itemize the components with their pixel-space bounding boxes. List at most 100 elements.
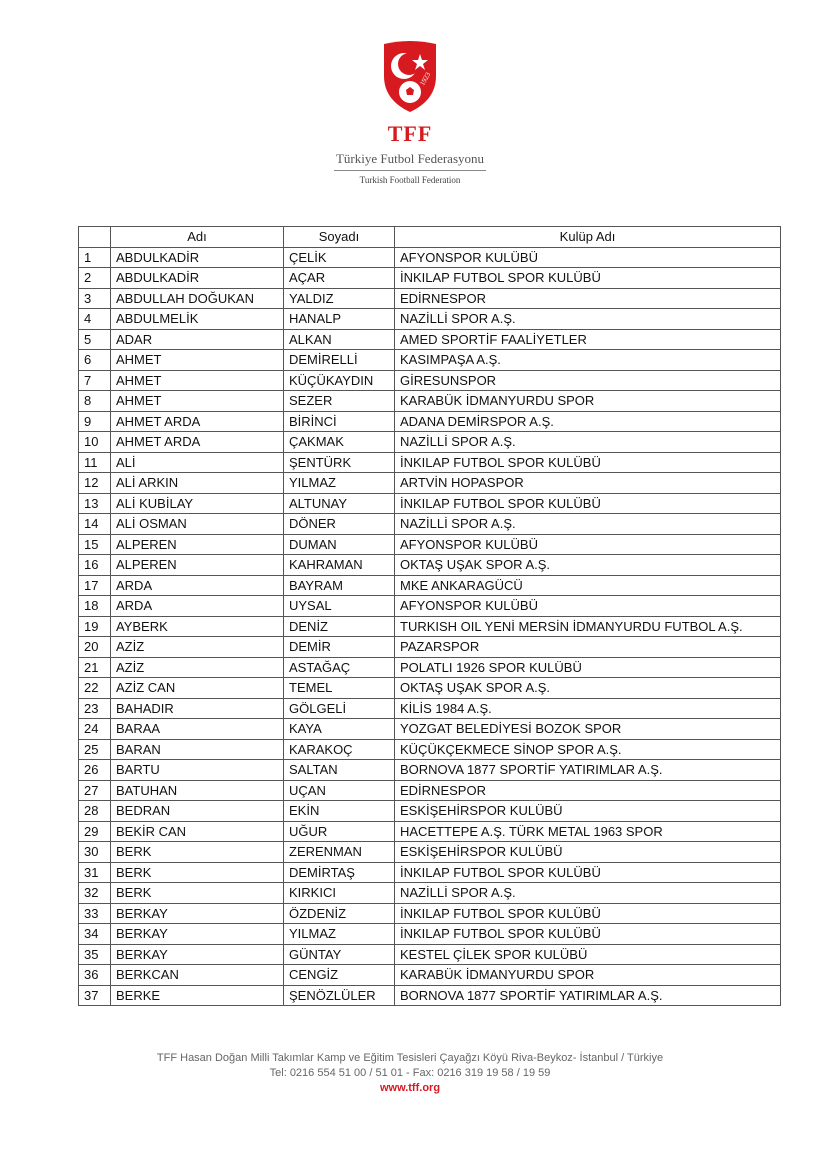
table-cell: AZİZ CAN [110,677,284,699]
crescent-cut [398,53,420,75]
table-cell: 11 [78,451,111,473]
table-cell: BEDRAN [110,800,284,822]
table-cell: DÖNER [283,513,395,535]
table-cell: 22 [78,677,111,699]
table-row: 9 AHMET ARDA BİRİNCİ ADANA DEMİRSPOR A.Ş. [78,410,781,432]
table-cell: 12 [78,472,111,494]
table-cell: ARTVİN HOPASPOR [394,472,781,494]
table-cell: OKTAŞ UŞAK SPOR A.Ş. [394,677,781,699]
table-cell: AYBERK [110,615,284,637]
table-cell: BARTU [110,759,284,781]
table-cell: AÇAR [283,267,395,289]
table-cell: KİLİS 1984 A.Ş. [394,697,781,719]
table-cell: KIRKICI [283,882,395,904]
table-cell: ABDULLAH DOĞUKAN [110,287,284,309]
table-cell: AFYONSPOR KULÜBÜ [394,595,781,617]
table-row: 31 BERK DEMİRTAŞ İNKILAP FUTBOL SPOR KULÜBÜ [78,861,781,883]
table-cell: KASIMPAŞA A.Ş. [394,349,781,371]
table-cell: 30 [78,841,111,863]
table-cell: 26 [78,759,111,781]
table-cell: AFYONSPOR KULÜBÜ [394,246,781,268]
table-cell: 23 [78,697,111,719]
table-cell: 21 [78,656,111,678]
table-cell: NAZİLLİ SPOR A.Ş. [394,882,781,904]
table-cell: NAZİLLİ SPOR A.Ş. [394,431,781,453]
table-cell: BARAA [110,718,284,740]
table-cell: TURKISH OIL YENİ MERSİN İDMANYURDU FUTBO… [394,615,781,637]
table-body: 1 ABDULKADİR ÇELİK AFYONSPOR KULÜBÜ 2 ABDULKA… [78,246,781,1006]
table-cell: 20 [78,636,111,658]
footer: TFF Hasan Doğan Milli Takımlar Kamp ve E… [0,1051,820,1096]
header-cell: Soyadı [283,226,395,248]
table-cell: ÖZDENİZ [283,902,395,924]
table-row: 16 ALPEREN KAHRAMAN OKTAŞ UŞAK SPOR A.Ş. [78,554,781,576]
table-cell: ŞENÖZLÜLER [283,984,395,1006]
table-cell: BEKİR CAN [110,820,284,842]
table-cell: 18 [78,595,111,617]
table-cell: POLATLI 1926 SPOR KULÜBÜ [394,656,781,678]
table-cell: ALKAN [283,328,395,350]
table-cell: BİRİNCİ [283,410,395,432]
table-cell: BARAN [110,738,284,760]
table-row: 7 AHMET KÜÇÜKAYDIN GİRESUNSPOR [78,369,781,391]
table-cell: GÖLGELİ [283,697,395,719]
table-cell: 31 [78,861,111,883]
table-cell: YOZGAT BELEDİYESİ BOZOK SPOR [394,718,781,740]
table-row: 29 BEKİR CAN UĞUR HACETTEPE A.Ş. TÜRK METAL… [78,820,781,842]
table-cell: AZİZ [110,656,284,678]
table-row: 23 BAHADIR GÖLGELİ KİLİS 1984 A.Ş. [78,697,781,719]
table-row: 25 BARAN KARAKOÇ KÜÇÜKÇEKMECE SİNOP SPOR A.… [78,738,781,760]
table-cell: 37 [78,984,111,1006]
table-cell: KARABÜK İDMANYURDU SPOR [394,964,781,986]
table-cell: BAHADIR [110,697,284,719]
footer-phone: Tel: 0216 554 51 00 / 51 01 - Fax: 0216 … [269,1067,551,1079]
table-cell: ALİ [110,451,284,473]
table-cell: KAHRAMAN [283,554,395,576]
table-cell: AHMET [110,390,284,412]
table-cell: YILMAZ [283,472,395,494]
table-cell: DUMAN [283,533,395,555]
table-row: 12 ALİ ARKIN YILMAZ ARTVİN HOPASPOR [78,472,781,494]
table-cell: BERKCAN [110,964,284,986]
table-cell: AHMET [110,369,284,391]
table-cell: ESKİŞEHİRSPOR KULÜBÜ [394,800,781,822]
table-cell: BORNOVA 1877 SPORTİF YATIRIMLAR A.Ş. [394,984,781,1006]
table-cell: UYSAL [283,595,395,617]
table-cell: 8 [78,390,111,412]
brand: TFF [387,121,433,146]
table-cell: KÜÇÜKAYDIN [283,369,395,391]
table-cell: 24 [78,718,111,740]
header-cell: Kulüp Adı [394,226,781,248]
table-cell: 9 [78,410,111,432]
table-cell: AZİZ [110,636,284,658]
table-row: 28 BEDRAN EKİN ESKİŞEHİRSPOR KULÜBÜ [78,800,781,822]
table-row: 14 ALİ OSMAN DÖNER NAZİLLİ SPOR A.Ş. [78,513,781,535]
table-cell: AHMET [110,349,284,371]
table-cell: BERK [110,882,284,904]
table-cell: ZERENMAN [283,841,395,863]
table-cell: BERK [110,841,284,863]
table-row: 15 ALPEREN DUMAN AFYONSPOR KULÜBÜ [78,533,781,555]
name-en: Turkish Football Federation [359,175,461,185]
table-cell: HANALP [283,308,395,330]
table-row: 17 ARDA BAYRAM MKE ANKARAGÜCÜ [78,574,781,596]
table-cell: 2 [78,267,111,289]
table-row: 4 ABDULMELİK HANALP NAZİLLİ SPOR A.Ş. [78,308,781,330]
table-cell: EDİRNESPOR [394,287,781,309]
table-cell: GİRESUNSPOR [394,369,781,391]
table-cell: 14 [78,513,111,535]
table-cell: 35 [78,943,111,965]
table-cell: 1 [78,246,111,268]
table-cell: CENGİZ [283,964,395,986]
player-table: Adı Soyadı Kulüp Adı 1 ABDULKADİR ÇELİK AFYON… [78,226,781,1006]
table-row: 35 BERKAY GÜNTAY KESTEL ÇİLEK SPOR KULÜBÜ [78,943,781,965]
table-cell: İNKILAP FUTBOL SPOR KULÜBÜ [394,492,781,514]
table-cell: ŞENTÜRK [283,451,395,473]
table-row: 1 ABDULKADİR ÇELİK AFYONSPOR KULÜBÜ [78,246,781,268]
table-cell: 6 [78,349,111,371]
table-cell: ALPEREN [110,554,284,576]
table-cell: SEZER [283,390,395,412]
footer-address: TFF Hasan Doğan Milli Takımlar Kamp ve E… [156,1052,664,1064]
table-cell: ARDA [110,574,284,596]
table-row: 8 AHMET SEZER KARABÜK İDMANYURDU SPOR [78,390,781,412]
